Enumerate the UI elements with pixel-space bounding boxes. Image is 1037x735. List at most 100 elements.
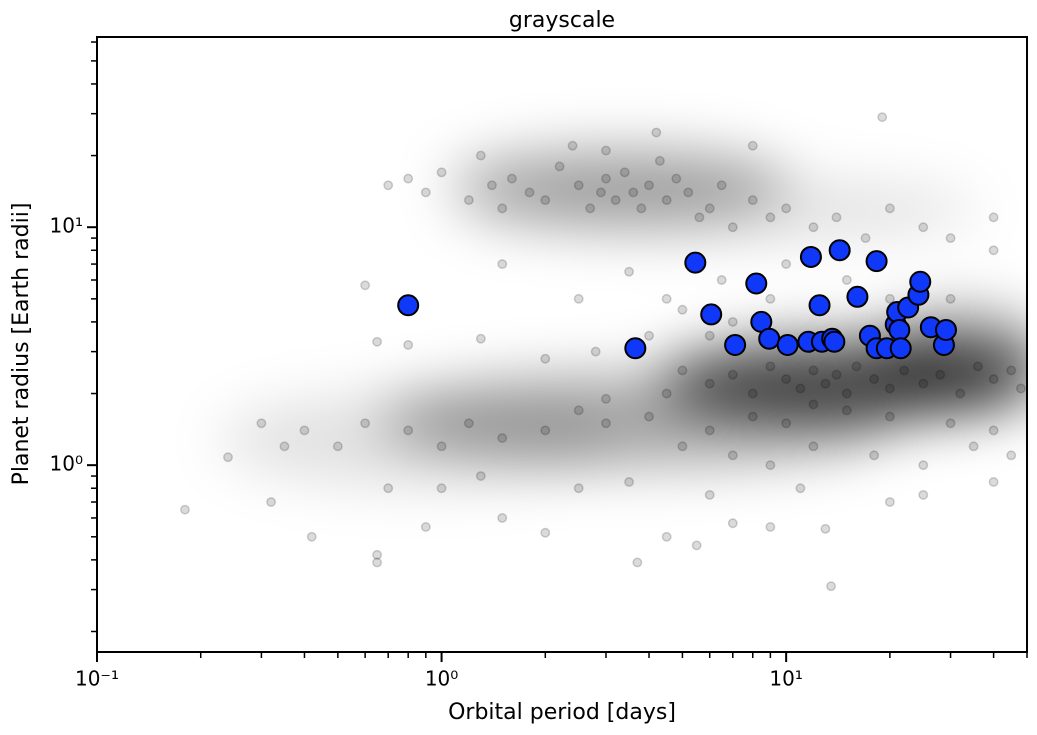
- background-point: [299, 425, 310, 436]
- background-point: [841, 275, 852, 285]
- background-point: [436, 167, 447, 178]
- x-tick-label: 10⁻¹: [75, 667, 119, 691]
- background-point: [831, 212, 842, 223]
- background-point: [691, 540, 702, 551]
- background-point: [497, 513, 508, 523]
- background-point: [808, 441, 819, 452]
- background-point: [727, 450, 738, 461]
- x-axis-label: Orbital period [days]: [448, 700, 676, 725]
- background-point: [372, 336, 383, 347]
- highlight-point: [776, 333, 799, 356]
- background-point: [1015, 383, 1026, 394]
- background-point: [651, 127, 662, 138]
- background-point: [988, 245, 999, 256]
- background-point: [610, 195, 621, 206]
- background-point: [765, 361, 776, 372]
- background-point: [360, 418, 371, 429]
- background-point: [1006, 365, 1017, 376]
- background-point: [683, 187, 694, 198]
- background-point: [781, 374, 792, 385]
- background-point: [585, 203, 596, 214]
- background-point: [841, 405, 852, 416]
- background-point: [540, 425, 551, 436]
- background-point: [573, 405, 584, 416]
- background-point: [554, 161, 565, 172]
- background-point: [716, 180, 727, 191]
- background-point: [506, 173, 517, 184]
- background-point: [372, 557, 383, 568]
- background-point: [420, 521, 431, 532]
- y-tick-label: 10⁰: [50, 452, 83, 476]
- background-point: [781, 203, 792, 214]
- background-point: [619, 167, 630, 178]
- background-point: [540, 527, 551, 538]
- y-axis-label: Planet radius [Earth radii]: [9, 203, 34, 486]
- background-point: [918, 460, 929, 471]
- background-point: [463, 418, 474, 429]
- background-point: [524, 187, 535, 198]
- background-point: [884, 497, 895, 507]
- background-point: [383, 483, 394, 494]
- background-point: [654, 155, 665, 166]
- background-point: [781, 259, 792, 270]
- background-point: [860, 233, 871, 244]
- highlight-point: [909, 270, 932, 293]
- background-point: [747, 140, 758, 151]
- x-tick-label: 10¹: [769, 667, 802, 691]
- background-point: [573, 483, 584, 494]
- background-point: [918, 489, 929, 500]
- background-point: [727, 316, 738, 327]
- background-point: [573, 293, 584, 304]
- background-point: [624, 266, 634, 277]
- background-point: [601, 145, 611, 156]
- highlight-point: [889, 337, 912, 360]
- background-point: [884, 411, 895, 422]
- background-point: [704, 203, 715, 214]
- background-point: [540, 353, 551, 364]
- background-point: [540, 195, 551, 206]
- background-point: [884, 383, 895, 394]
- highlight-point: [808, 294, 831, 317]
- background-point: [945, 418, 956, 429]
- background-point: [945, 293, 956, 304]
- background-point: [727, 518, 738, 529]
- background-point: [918, 222, 929, 233]
- background-point: [497, 259, 508, 270]
- background-point: [704, 330, 715, 341]
- background-point: [601, 418, 611, 429]
- background-point: [632, 557, 643, 568]
- y-tick-label: 10¹: [50, 214, 83, 238]
- background-point: [486, 180, 497, 191]
- background-point: [601, 173, 611, 184]
- background-point: [694, 212, 705, 223]
- background-point: [624, 477, 634, 487]
- background-point: [704, 378, 715, 389]
- highlight-point: [823, 330, 846, 353]
- background-point: [360, 280, 371, 291]
- background-point: [851, 361, 862, 372]
- background-point: [795, 483, 806, 494]
- background-point: [884, 203, 895, 214]
- background-point: [826, 581, 837, 592]
- background-point: [765, 521, 776, 532]
- background-point: [765, 460, 776, 471]
- background-point: [727, 222, 738, 233]
- highlight-point: [888, 318, 911, 341]
- background-point: [475, 333, 486, 344]
- background-point: [808, 222, 819, 233]
- background-point: [727, 369, 738, 380]
- background-point: [716, 275, 727, 285]
- background-point: [628, 187, 639, 198]
- background-point: [306, 531, 317, 542]
- background-point: [403, 425, 414, 436]
- background-point: [945, 233, 956, 244]
- background-point: [808, 365, 819, 376]
- background-point: [403, 173, 414, 184]
- background-point: [661, 195, 672, 206]
- background-point: [747, 411, 758, 422]
- background-point: [332, 441, 343, 452]
- background-point: [988, 477, 999, 487]
- background-point: [765, 293, 776, 304]
